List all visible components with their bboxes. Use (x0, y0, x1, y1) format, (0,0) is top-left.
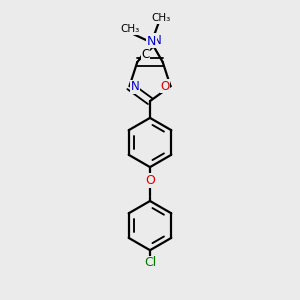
Text: N: N (147, 34, 156, 47)
Text: N: N (153, 34, 161, 47)
Text: CH₃: CH₃ (120, 24, 140, 34)
Text: Cl: Cl (144, 256, 156, 269)
Text: C: C (141, 48, 149, 61)
Text: O: O (160, 80, 170, 93)
Text: O: O (145, 174, 155, 187)
Text: CH₃: CH₃ (152, 13, 171, 23)
Text: N: N (130, 80, 139, 93)
